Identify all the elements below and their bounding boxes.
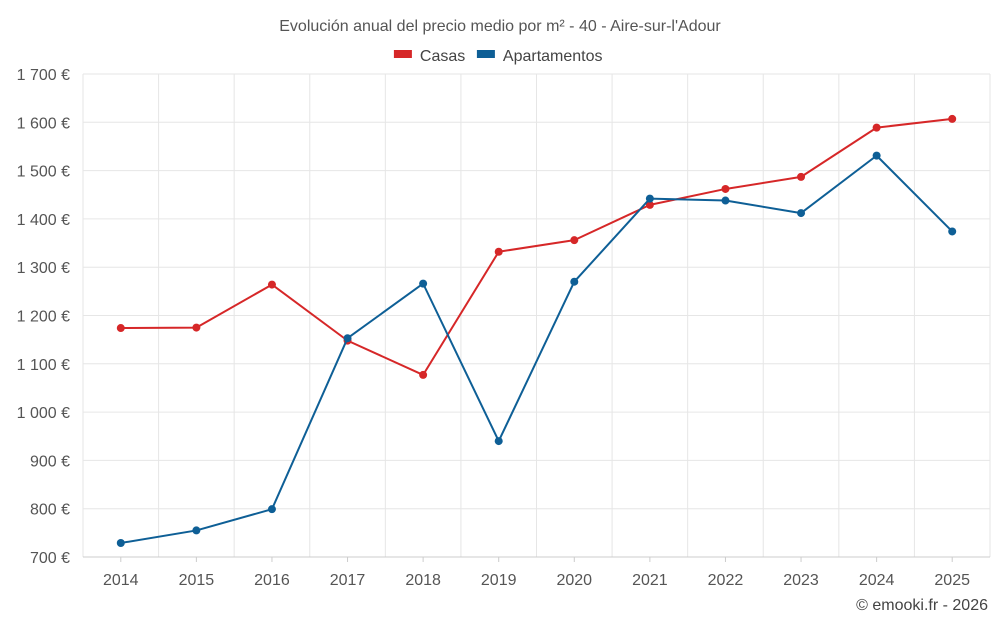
data-point-apartamentos[interactable] <box>419 279 428 288</box>
y-tick-label: 1 000 € <box>17 405 70 422</box>
y-tick-label: 1 700 € <box>17 67 70 84</box>
data-point-apartamentos[interactable] <box>192 526 201 535</box>
data-point-apartamentos[interactable] <box>343 334 352 343</box>
x-tick-label: 2016 <box>254 572 290 589</box>
chart-title: Evolución anual del precio medio por m² … <box>279 18 721 35</box>
x-tick-label: 2025 <box>934 572 970 589</box>
series-line-apartamentos <box>120 154 953 544</box>
legend: Casas Apartamentos <box>393 48 603 65</box>
y-tick-label: 1 500 € <box>17 164 70 181</box>
y-tick-label: 700 € <box>30 550 70 567</box>
legend-label-apartamentos[interactable]: Apartamentos <box>503 48 603 65</box>
y-tick-label: 1 600 € <box>17 115 70 132</box>
data-point-casas[interactable] <box>872 123 881 132</box>
y-tick-label: 900 € <box>30 453 70 470</box>
x-tick-label: 2018 <box>405 572 441 589</box>
data-point-casas[interactable] <box>948 114 957 123</box>
y-tick-label: 1 300 € <box>17 260 70 277</box>
x-tick-label: 2023 <box>783 572 819 589</box>
y-tick-label: 1 200 € <box>17 309 70 326</box>
data-point-casas[interactable] <box>570 236 579 245</box>
legend-label-casas[interactable]: Casas <box>420 48 465 65</box>
x-tick-label: 2017 <box>330 572 366 589</box>
data-point-casas[interactable] <box>721 184 730 193</box>
x-tick-label: 2019 <box>481 572 517 589</box>
x-tick-label: 2022 <box>708 572 744 589</box>
data-point-casas[interactable] <box>494 247 503 256</box>
y-tick-label: 1 400 € <box>17 212 70 229</box>
legend-swatch-apartamentos[interactable] <box>476 50 495 58</box>
data-point-apartamentos[interactable] <box>721 196 730 205</box>
y-tick-label: 1 100 € <box>17 357 70 374</box>
x-tick-label: 2015 <box>179 572 215 589</box>
data-point-apartamentos[interactable] <box>570 277 579 286</box>
data-point-apartamentos[interactable] <box>116 538 125 547</box>
data-point-casas[interactable] <box>267 280 276 289</box>
data-point-apartamentos[interactable] <box>948 227 957 236</box>
grid <box>82 73 991 558</box>
x-tick-label: 2020 <box>556 572 592 589</box>
data-point-casas[interactable] <box>419 370 428 379</box>
data-point-casas[interactable] <box>192 323 201 332</box>
axes: 700 € 800 € 900 € 1 000 € 1 100 € 1 200 € 1 30… <box>17 67 990 589</box>
y-tick-label: 800 € <box>30 502 70 519</box>
data-point-apartamentos[interactable] <box>645 194 654 203</box>
x-tick-label: 2014 <box>103 572 139 589</box>
data-point-casas[interactable] <box>797 172 806 181</box>
data-point-apartamentos[interactable] <box>494 437 503 446</box>
x-tick-label: 2021 <box>632 572 668 589</box>
data-point-apartamentos[interactable] <box>872 151 881 160</box>
x-tick-label: 2024 <box>859 572 895 589</box>
data-point-casas[interactable] <box>116 324 125 333</box>
data-point-apartamentos[interactable] <box>267 505 276 514</box>
data-point-casas[interactable] <box>645 200 654 209</box>
credit-text: © emooki.fr - 2026 <box>856 597 988 614</box>
data-point-apartamentos[interactable] <box>797 209 806 218</box>
legend-swatch-casas[interactable] <box>393 50 412 58</box>
series-line-casas <box>120 117 953 376</box>
series-layer <box>116 114 957 547</box>
